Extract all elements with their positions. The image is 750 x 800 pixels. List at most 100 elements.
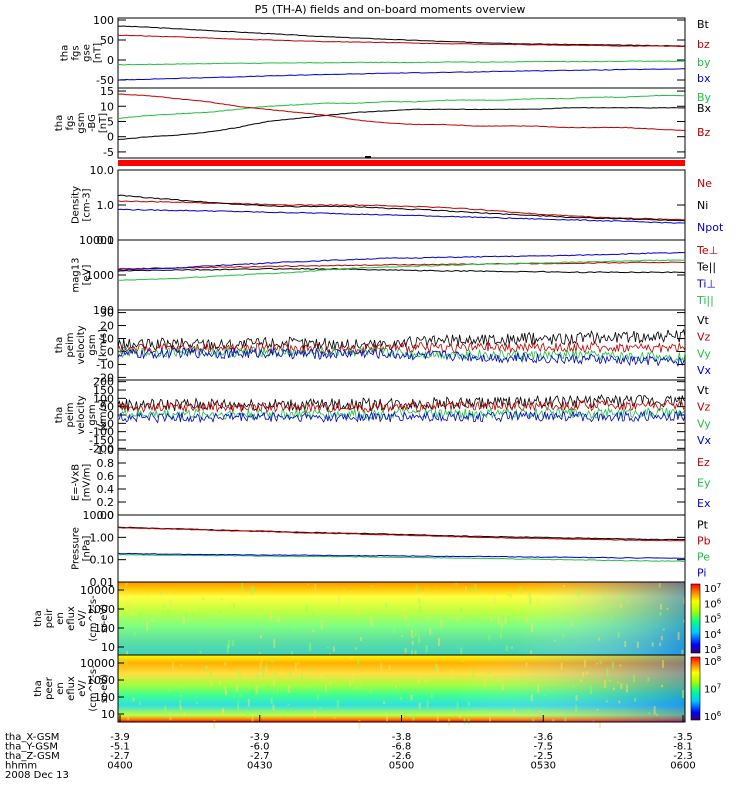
- spectrogram-texture: [358, 606, 361, 614]
- spectrogram-texture: [487, 672, 490, 675]
- xaxis-value: -3.9: [250, 732, 270, 743]
- ytick-label: 0: [107, 54, 114, 67]
- series-bz-line: [117, 34, 685, 47]
- spectrogram-texture: [424, 678, 427, 683]
- spectrogram-texture: [250, 587, 253, 596]
- spectrogram-texture: [355, 647, 358, 650]
- ylabel-line: gse: [82, 44, 93, 62]
- ytick-label: 5: [107, 115, 114, 128]
- ylabel-line: velocity: [76, 325, 87, 364]
- spectrogram-texture: [572, 684, 575, 688]
- xaxis-value: -2.7: [110, 751, 130, 762]
- spectrogram-texture: [474, 584, 477, 592]
- spectrogram-texture: [236, 684, 239, 692]
- spectrogram-texture: [179, 695, 182, 697]
- xaxis-value: 0600: [670, 761, 695, 772]
- colorbar: [690, 656, 701, 721]
- ytick-label: 1000: [86, 269, 114, 282]
- spectrogram-texture: [417, 676, 420, 684]
- legend-Bz: Bz: [697, 126, 711, 139]
- xaxis-row-label: hhmm: [5, 761, 37, 772]
- spectrogram-texture: [369, 687, 372, 694]
- spectrogram-texture: [297, 661, 300, 665]
- ytick-label: 10: [100, 100, 114, 113]
- ylabel-line: [mV/m]: [82, 464, 93, 502]
- spectrogram-texture: [626, 599, 629, 605]
- series-Pt-line: [117, 526, 686, 541]
- spectrogram-texture: [333, 717, 336, 719]
- spectrogram-texture: [560, 662, 563, 670]
- spectrogram-texture: [440, 619, 443, 628]
- spectrogram-texture: [575, 704, 578, 713]
- spectrogram-texture: [609, 680, 612, 682]
- spectrogram-texture: [418, 598, 421, 604]
- ytick-label: -50: [96, 417, 114, 430]
- spectrogram-texture: [617, 631, 620, 638]
- spectrogram-texture: [209, 671, 212, 677]
- ylabel-line: Pressure: [71, 527, 82, 570]
- x-axis: tha_X-GSM -3.9 -3.9 -3.8 -3.6 -3.5 tha_Y-GSM -5…: [5, 715, 696, 781]
- legend-Pb: Pb: [697, 535, 711, 548]
- xaxis-value: -3.5: [673, 732, 693, 743]
- spectrogram-texture: [184, 612, 187, 617]
- ylabel-line: eflux: [66, 676, 77, 701]
- spectrogram-texture: [160, 591, 163, 595]
- xaxis-value: -6.0: [250, 742, 270, 753]
- spectrogram-texture: [337, 605, 340, 607]
- spectrogram-texture: [350, 590, 353, 595]
- xaxis-value: -6.8: [392, 742, 412, 753]
- spectrogram-texture: [357, 659, 360, 665]
- spectrogram-texture: [313, 709, 316, 718]
- legend-Ti⊥: Ti⊥: [696, 277, 716, 290]
- spectrogram-texture: [471, 628, 474, 631]
- colorbar-tick-label: 105: [704, 613, 721, 626]
- spectrogram-texture: [595, 662, 598, 665]
- spectrogram-texture: [265, 662, 268, 668]
- spectrogram-texture: [577, 588, 580, 597]
- spectrogram-texture: [507, 594, 510, 597]
- legend-Ez: Ez: [697, 456, 710, 469]
- spectrogram-texture: [138, 702, 141, 706]
- legend-Ti||: Ti||: [696, 294, 714, 307]
- panel-density: Density[cm-3] 10.0 1.0 0.1 Ne Ni Npot: [71, 164, 724, 247]
- series-Ne-line: [117, 200, 686, 221]
- spectrogram-texture: [360, 636, 363, 642]
- spectrogram-texture: [237, 702, 240, 710]
- spectrogram-texture: [132, 624, 135, 627]
- spectrogram-texture: [604, 596, 607, 600]
- spectrogram-texture: [562, 585, 565, 588]
- spectrogram-texture: [223, 685, 226, 690]
- spectrogram-overlay: [118, 655, 685, 722]
- panel-ylabel: thapeimvelocitygsm[km/s]: [54, 325, 109, 364]
- xaxis-value: -2.6: [392, 751, 412, 762]
- spectrogram-texture: [500, 709, 503, 714]
- spectrogram-texture: [270, 698, 273, 705]
- spectrogram-texture: [210, 680, 213, 686]
- spectrogram-overlay: [118, 582, 685, 655]
- ytick-label: 0.1: [97, 234, 115, 247]
- spectrogram-texture: [139, 612, 142, 622]
- spectrogram-texture: [487, 619, 490, 622]
- spectrogram-texture: [502, 684, 505, 691]
- spectrogram-texture: [179, 699, 182, 708]
- colorbar-tick-label: 106: [704, 597, 722, 610]
- spectrogram-texture: [564, 716, 567, 723]
- panel-frame: [117, 169, 686, 241]
- series-Pb-line: [118, 527, 686, 542]
- spectrogram-texture: [401, 610, 404, 616]
- legend-Vt: Vt: [697, 384, 710, 397]
- ylabel-line: sr-eV): [99, 674, 110, 703]
- spectrogram-texture: [324, 684, 327, 692]
- spectrogram-texture: [659, 612, 662, 616]
- ylabel-line: peer: [44, 676, 55, 700]
- ytick-label: 10: [100, 333, 114, 346]
- spectrogram-texture: [435, 663, 438, 672]
- spectrogram-texture: [307, 583, 310, 586]
- panel-ylabel: Pressure[nPa]: [71, 527, 93, 570]
- legend-Ex: Ex: [697, 497, 711, 510]
- ytick-label: 1.00: [90, 531, 115, 544]
- xaxis-value: -7.5: [533, 742, 553, 753]
- spectrogram-texture: [653, 706, 656, 715]
- xaxis-value: -8.1: [673, 742, 693, 753]
- spectrogram-texture: [538, 710, 541, 713]
